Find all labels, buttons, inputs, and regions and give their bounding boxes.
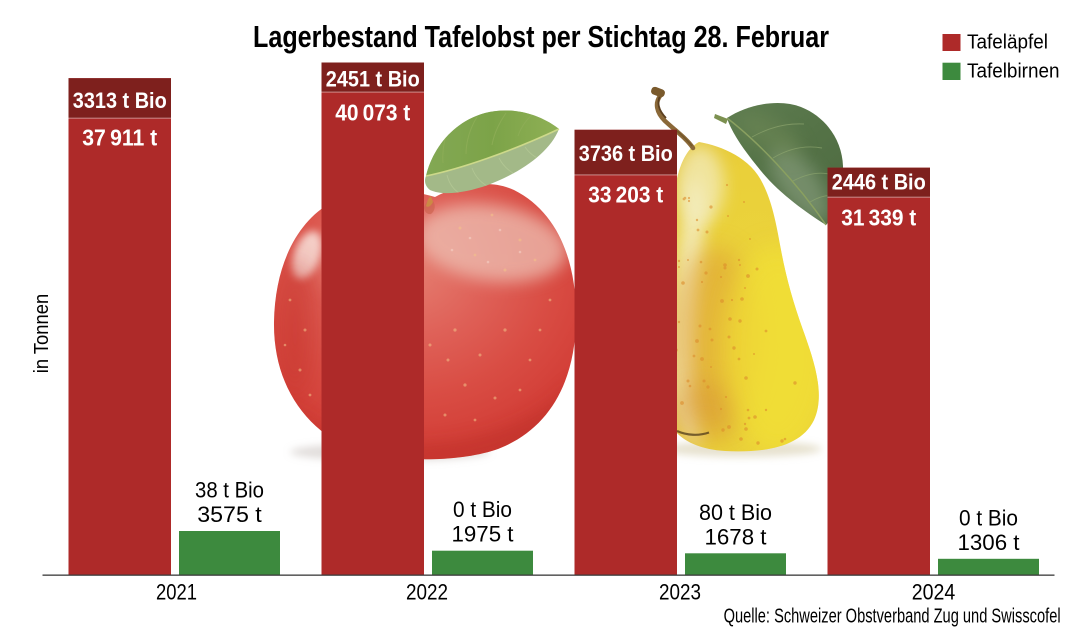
svg-text:3313 t Bio: 3313 t Bio <box>73 88 167 113</box>
svg-text:0 t Bio: 0 t Bio <box>959 505 1018 530</box>
svg-text:2024: 2024 <box>912 580 956 605</box>
svg-text:3575 t: 3575 t <box>197 502 262 527</box>
svg-text:37 911 t: 37 911 t <box>82 125 157 151</box>
svg-text:in Tonnen: in Tonnen <box>30 294 53 374</box>
svg-text:2022: 2022 <box>406 580 448 605</box>
svg-text:2451 t Bio: 2451 t Bio <box>326 67 420 92</box>
svg-text:80 t Bio: 80 t Bio <box>699 500 772 525</box>
svg-text:2021: 2021 <box>156 580 197 605</box>
svg-text:38 t Bio: 38 t Bio <box>195 478 264 503</box>
svg-text:1306 t: 1306 t <box>958 530 1020 555</box>
svg-text:1975 t: 1975 t <box>452 522 514 547</box>
svg-text:0 t Bio: 0 t Bio <box>453 497 512 522</box>
svg-text:2023: 2023 <box>659 580 701 605</box>
svg-text:3736 t Bio: 3736 t Bio <box>579 141 673 166</box>
svg-text:1678 t: 1678 t <box>705 524 767 549</box>
svg-text:Quelle: Schweizer Obstverband: Quelle: Schweizer Obstverband Zug und Sw… <box>724 606 1061 628</box>
svg-text:31 339 t: 31 339 t <box>841 204 916 230</box>
svg-text:33 203 t: 33 203 t <box>588 181 663 207</box>
svg-text:Tafelbirnen: Tafelbirnen <box>967 60 1060 83</box>
svg-text:2446 t Bio: 2446 t Bio <box>832 170 926 195</box>
svg-text:Tafeläpfel: Tafeläpfel <box>967 31 1048 54</box>
svg-text:Lagerbestand Tafelobst per Sti: Lagerbestand Tafelobst per Stichtag 28. … <box>253 20 829 54</box>
svg-text:40 073 t: 40 073 t <box>335 99 410 125</box>
